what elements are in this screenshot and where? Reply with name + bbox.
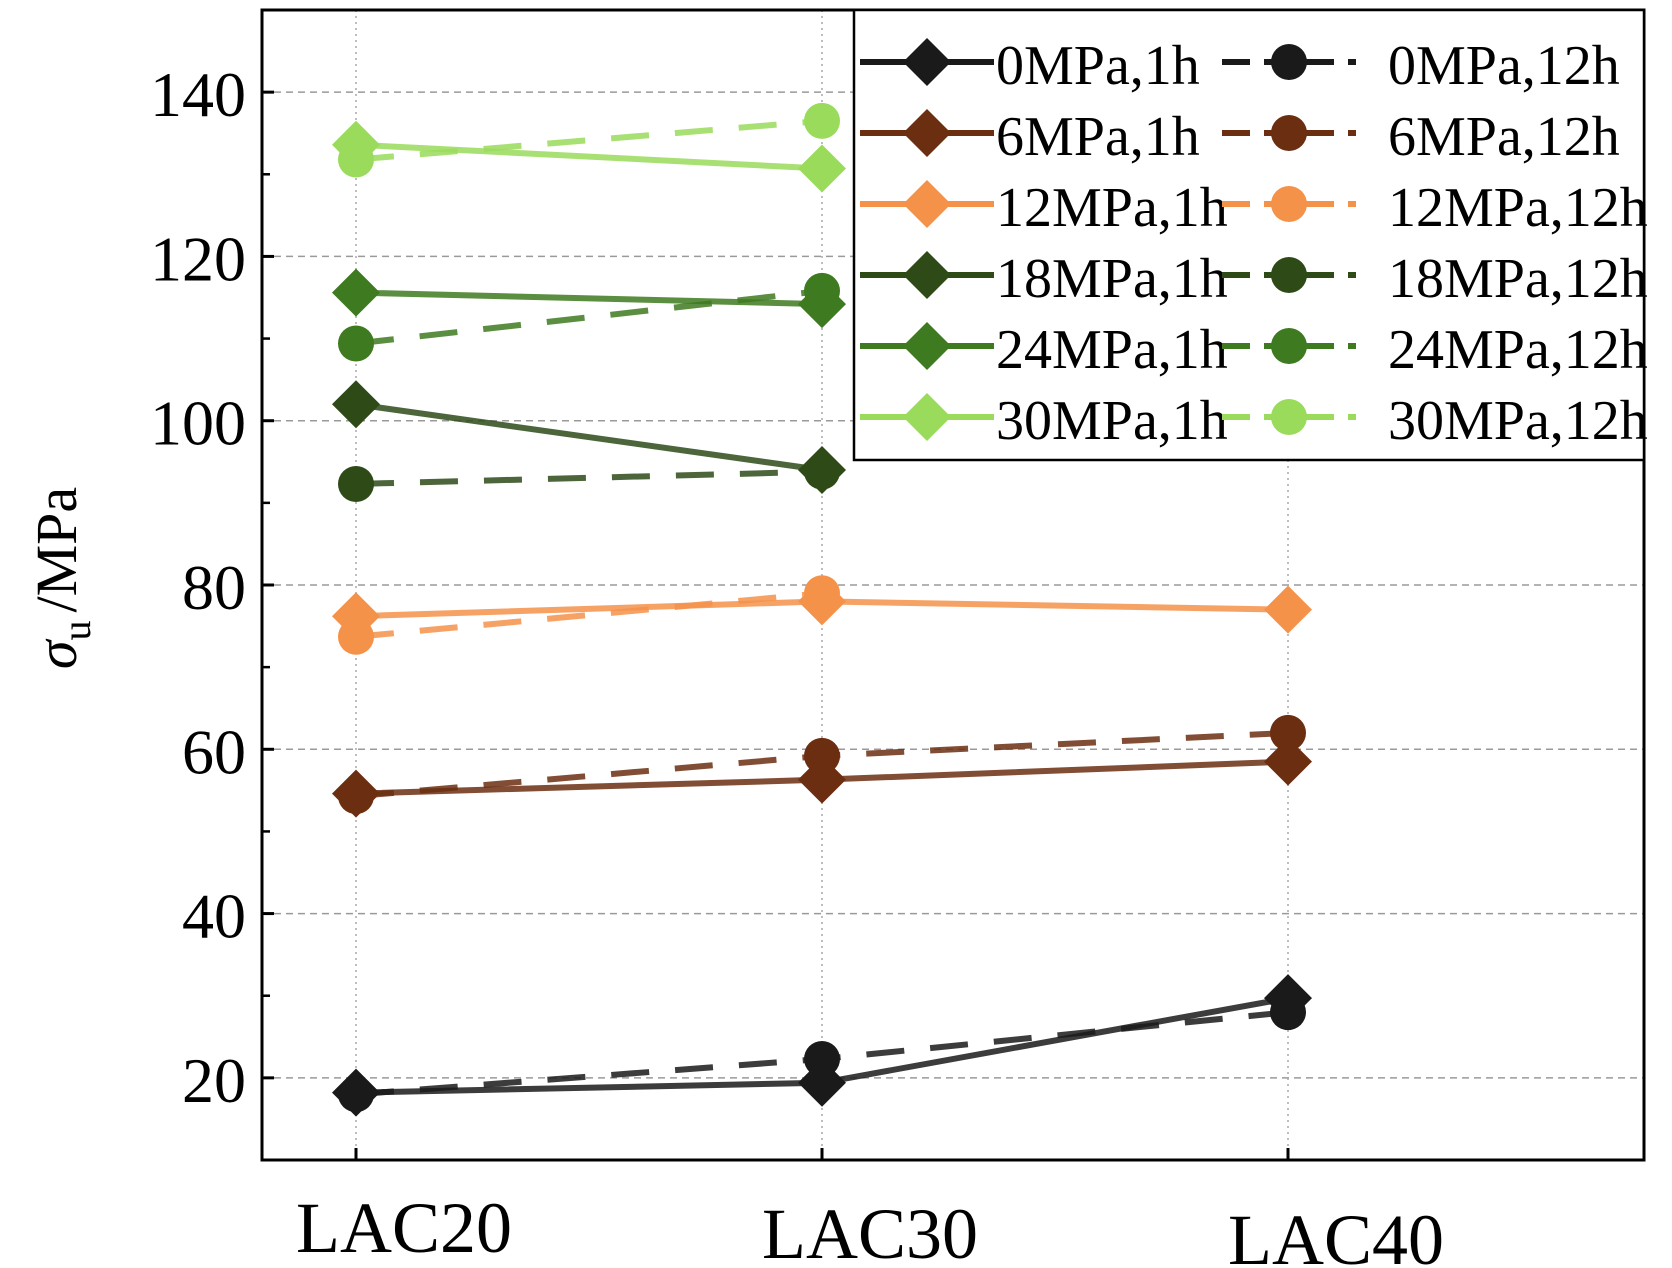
y-axis-label-unit: /MPa — [24, 487, 89, 613]
svg-text:σu/MPa: σu/MPa — [24, 487, 99, 669]
series-line — [355, 468, 823, 487]
data-point-diamond — [903, 322, 951, 370]
data-point-diamond — [332, 1068, 380, 1117]
y-tick-label: 80 — [182, 552, 246, 623]
data-point-circle — [1271, 44, 1307, 80]
y-tick-label: 100 — [150, 388, 246, 459]
legend-item: 30MPa,1h — [860, 390, 1228, 452]
data-point-diamond — [798, 144, 846, 193]
data-point-diamond — [332, 769, 380, 818]
data-point-diamond — [1264, 585, 1312, 634]
data-point-circle — [1271, 328, 1307, 364]
legend-box — [852, 8, 1646, 462]
axis-layer: 20 40 60 80 100 120 140 LAC20 LAC30 LAC40 — [150, 8, 1444, 1268]
data-point-diamond — [332, 380, 380, 429]
series-line — [355, 141, 823, 172]
legend-item: 24MPa,12h — [1222, 319, 1648, 381]
x-tick-label: LAC20 — [296, 1188, 512, 1268]
series-6mpa-1h — [332, 737, 1312, 818]
data-point-diamond — [1264, 737, 1312, 786]
series-line — [355, 289, 823, 308]
series-24mpa-12h — [338, 272, 840, 362]
legend-label: 18MPa,1h — [996, 248, 1228, 310]
series-layer — [332, 102, 1312, 1117]
legend-label: 0MPa,1h — [996, 35, 1200, 97]
y-tick-label: 120 — [150, 223, 246, 294]
y-tick-label: 40 — [182, 881, 246, 952]
legend-label: 30MPa,1h — [996, 390, 1228, 452]
legend-label: 12MPa,12h — [1388, 177, 1648, 239]
x-tick-label: LAC30 — [762, 1194, 978, 1268]
data-point-circle — [804, 102, 840, 139]
y-axis-label-symbol: σ — [24, 638, 89, 669]
y-axis-label-subscript: u — [54, 621, 99, 641]
legend-label: 6MPa,1h — [996, 106, 1200, 168]
data-point-diamond — [798, 577, 846, 626]
legend-label: 30MPa,12h — [1388, 390, 1648, 452]
legend-label: 6MPa,12h — [1388, 106, 1620, 168]
data-point-diamond — [903, 180, 951, 228]
legend-item: 30MPa,12h — [1222, 390, 1648, 452]
series-line — [355, 117, 823, 163]
series-12mpa-1h — [332, 577, 1312, 641]
legend-label: 12MPa,1h — [996, 177, 1228, 239]
series-line — [355, 401, 823, 473]
data-point-circle — [1271, 186, 1307, 222]
data-point-diamond — [903, 393, 951, 441]
legend-item: 6MPa,12h — [1222, 106, 1620, 168]
y-tick-label: 140 — [150, 59, 246, 130]
legend-item: 12MPa,1h — [860, 177, 1228, 239]
data-point-diamond — [332, 268, 380, 317]
legend-label: 0MPa,12h — [1388, 35, 1620, 97]
series-30mpa-1h — [332, 120, 846, 193]
y-tick-label: 20 — [182, 1045, 246, 1116]
legend-item: 0MPa,12h — [1222, 35, 1620, 97]
y-tick-label: 60 — [182, 716, 246, 787]
legend-item: 24MPa,1h — [860, 319, 1228, 381]
data-point-circle — [1271, 115, 1307, 151]
data-point-circle — [338, 465, 374, 502]
legend-item: 6MPa,1h — [860, 106, 1200, 168]
data-point-diamond — [798, 446, 846, 494]
legend-item: 18MPa,12h — [1222, 248, 1648, 310]
data-point-diamond — [1264, 974, 1312, 1023]
data-point-circle — [1271, 399, 1307, 435]
series-0mpa-1h — [332, 974, 1312, 1117]
x-tick-label: LAC40 — [1228, 1200, 1444, 1268]
legend-label: 24MPa,1h — [996, 319, 1228, 381]
legend-item: 0MPa,1h — [860, 35, 1200, 97]
data-point-diamond — [332, 592, 380, 641]
legend-label: 18MPa,12h — [1388, 248, 1648, 310]
data-point-diamond — [332, 120, 380, 169]
series-18mpa-1h — [332, 380, 846, 494]
data-point-diamond — [798, 755, 846, 804]
legend-label: 24MPa,12h — [1388, 319, 1648, 381]
data-point-diamond — [903, 251, 951, 299]
legend-item: 18MPa,1h — [860, 248, 1228, 310]
legend-item: 12MPa,12h — [1222, 177, 1648, 239]
data-point-diamond — [903, 38, 951, 86]
data-point-circle — [338, 325, 374, 362]
data-point-diamond — [798, 280, 846, 329]
data-point-diamond — [903, 109, 951, 157]
series-line — [355, 590, 823, 640]
data-point-circle — [1270, 714, 1306, 751]
data-point-circle — [1271, 257, 1307, 293]
data-point-diamond — [798, 1058, 846, 1107]
y-axis-label: σu/MPa — [24, 487, 99, 669]
series-24mpa-1h — [332, 268, 846, 329]
legend: 0MPa,1h 0MPa,12h 6MPa,1h 6MPa,12h 12MPa,1h 12… — [852, 8, 1648, 462]
